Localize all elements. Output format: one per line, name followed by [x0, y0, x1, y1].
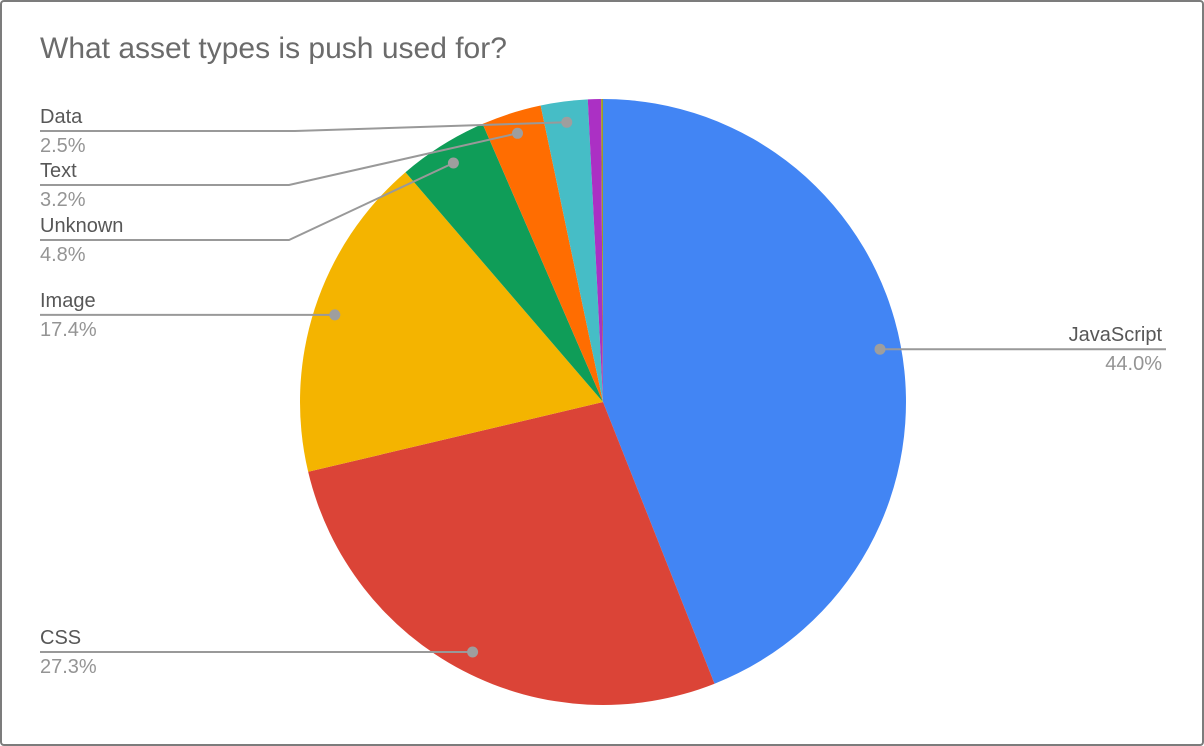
pie-slice-image — [299, 172, 603, 472]
callout-label-javascript: JavaScript 44.0% — [1069, 322, 1162, 377]
slice-label: Unknown — [40, 215, 124, 237]
callout-label-image: Image 17.4% — [40, 288, 97, 343]
slice-label: JavaScript — [1068, 324, 1162, 346]
callout-dot-data — [561, 116, 573, 128]
pie-slice-unlabeled-7 — [601, 99, 603, 402]
callout-label-data: Data 2.5% — [40, 104, 86, 159]
callout-label-text: Text 3.2% — [40, 158, 86, 213]
chart-title: What asset types is push used for? — [40, 32, 507, 65]
slice-percent: 3.2% — [40, 189, 86, 211]
slice-label: Text — [40, 160, 77, 182]
callout-dot-unknown — [447, 157, 459, 169]
callout-dot-javascript — [874, 343, 886, 355]
slice-percent: 2.5% — [40, 135, 86, 157]
callout-dot-image — [329, 309, 341, 321]
pie-slice-javascript — [603, 99, 906, 684]
slice-label: Image — [40, 290, 96, 312]
callout-label-unknown: Unknown 4.8% — [40, 213, 123, 268]
pie-slice-unlabeled-6 — [587, 99, 603, 402]
leader-line-data — [40, 121, 567, 132]
slice-percent: 27.3% — [40, 656, 97, 678]
callout-dot-text — [512, 127, 523, 139]
pie-slice-data — [540, 99, 603, 402]
slice-label: CSS — [40, 627, 82, 649]
callout-label-css: CSS 27.3% — [40, 625, 97, 680]
slice-label: Data — [40, 106, 83, 128]
leader-line-text — [40, 132, 518, 186]
slice-percent: 44.0% — [1105, 353, 1162, 375]
pie-slice-css — [308, 402, 715, 705]
slice-percent: 17.4% — [40, 319, 97, 341]
callout-dot-css — [467, 646, 479, 658]
slice-percent: 4.8% — [40, 244, 86, 266]
pie-slice-text — [482, 105, 603, 403]
leader-line-unknown — [40, 162, 454, 241]
pie-slice-unknown — [405, 123, 603, 403]
